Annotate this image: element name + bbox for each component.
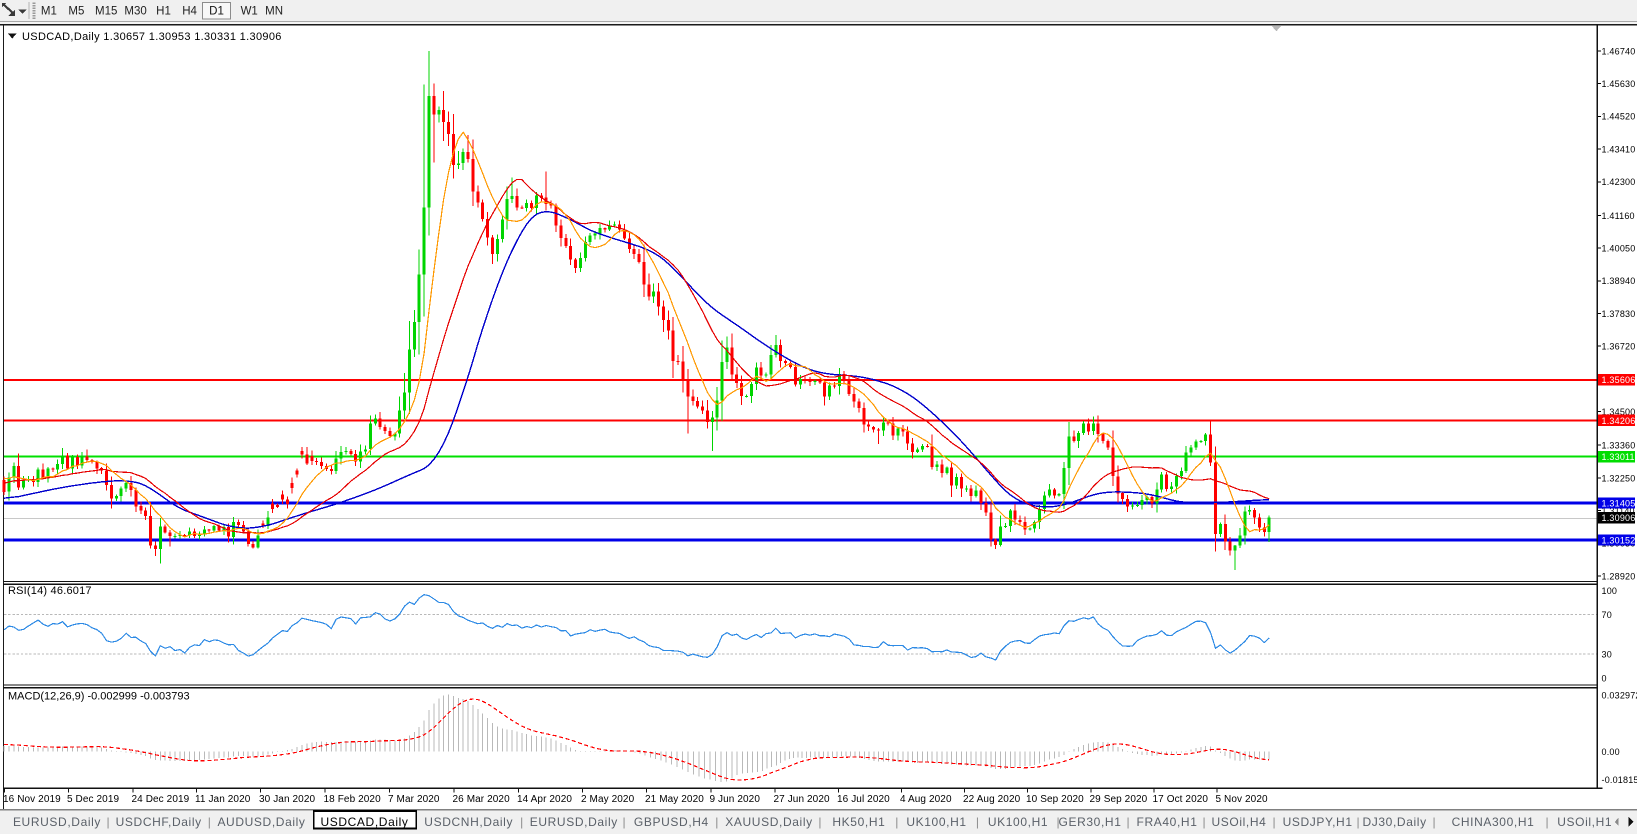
svg-text:|: | — [106, 815, 109, 829]
svg-text:M15: M15 — [95, 6, 117, 18]
svg-text:EURUSD,Daily: EURUSD,Daily — [13, 815, 101, 829]
svg-text:14 Apr 2020: 14 Apr 2020 — [517, 794, 572, 805]
svg-text:26 Mar 2020: 26 Mar 2020 — [453, 794, 511, 805]
svg-text:27 Jun 2020: 27 Jun 2020 — [774, 794, 830, 805]
svg-text:1.41160: 1.41160 — [1602, 211, 1635, 221]
svg-text:22 Aug 2020: 22 Aug 2020 — [963, 794, 1021, 805]
svg-text:|: | — [1202, 815, 1205, 829]
svg-text:H1: H1 — [156, 6, 171, 18]
svg-text:30 Jan 2020: 30 Jan 2020 — [259, 794, 315, 805]
svg-text:1.31405: 1.31405 — [1602, 498, 1636, 508]
svg-text:H4: H4 — [182, 6, 197, 18]
svg-text:1.30152: 1.30152 — [1602, 535, 1636, 545]
svg-text:UK100,H1: UK100,H1 — [988, 815, 1048, 829]
svg-text:1.38940: 1.38940 — [1602, 276, 1636, 286]
svg-text:CHINA300,H1: CHINA300,H1 — [1452, 815, 1535, 829]
svg-text:16 Nov 2019: 16 Nov 2019 — [3, 794, 61, 805]
svg-text:USOil,H1: USOil,H1 — [1557, 815, 1612, 829]
svg-text:|: | — [1272, 815, 1275, 829]
svg-text:1.33360: 1.33360 — [1602, 441, 1636, 451]
svg-text:1.33011: 1.33011 — [1602, 452, 1635, 462]
svg-text:RSI(14) 46.6017: RSI(14) 46.6017 — [8, 585, 92, 597]
svg-text:1.30906: 1.30906 — [1602, 513, 1636, 523]
svg-text:USDCNH,Daily: USDCNH,Daily — [424, 815, 513, 829]
svg-text:1.34500: 1.34500 — [1602, 407, 1636, 417]
svg-text:18 Feb 2020: 18 Feb 2020 — [324, 794, 382, 805]
svg-text:16 Jul 2020: 16 Jul 2020 — [837, 794, 890, 805]
svg-text:21 May 2020: 21 May 2020 — [645, 794, 704, 805]
svg-text:USDCHF,Daily: USDCHF,Daily — [116, 815, 202, 829]
svg-text:24 Dec 2019: 24 Dec 2019 — [132, 794, 190, 805]
svg-text:1.37830: 1.37830 — [1602, 309, 1636, 319]
svg-text:DJ30,Daily: DJ30,Daily — [1362, 815, 1426, 829]
svg-text:1.28920: 1.28920 — [1602, 572, 1636, 582]
svg-text:|: | — [208, 815, 211, 829]
svg-text:1.35606: 1.35606 — [1602, 375, 1636, 385]
svg-text:M5: M5 — [68, 6, 84, 18]
svg-text:XAUUSD,Daily: XAUUSD,Daily — [725, 815, 812, 829]
svg-text:EURUSD,Daily: EURUSD,Daily — [530, 815, 618, 829]
svg-text:HK50,H1: HK50,H1 — [832, 815, 885, 829]
svg-text:1.31140: 1.31140 — [1602, 506, 1635, 516]
svg-text:|: | — [1432, 815, 1435, 829]
svg-text:5 Dec 2019: 5 Dec 2019 — [67, 794, 119, 805]
svg-text:|: | — [622, 815, 625, 829]
svg-text:1.36720: 1.36720 — [1602, 342, 1636, 352]
svg-text:1.40050: 1.40050 — [1602, 244, 1636, 254]
svg-text:|: | — [818, 815, 821, 829]
svg-text:M1: M1 — [41, 6, 57, 18]
svg-text:W1: W1 — [241, 6, 258, 18]
svg-text:30: 30 — [1602, 650, 1612, 660]
svg-text:1.42300: 1.42300 — [1602, 177, 1636, 187]
svg-text:USDCAD,Daily 1.30657 1.30953: USDCAD,Daily 1.30657 1.30953 1.30331 1.3… — [22, 31, 282, 43]
svg-text:11 Jan 2020: 11 Jan 2020 — [195, 794, 251, 805]
svg-text:1.34206: 1.34206 — [1602, 416, 1636, 426]
svg-text:29 Sep 2020: 29 Sep 2020 — [1090, 794, 1148, 805]
svg-text:4 Aug 2020: 4 Aug 2020 — [900, 794, 952, 805]
svg-text:M30: M30 — [124, 6, 146, 18]
svg-text:UK100,H1: UK100,H1 — [906, 815, 966, 829]
svg-text:1.32250: 1.32250 — [1602, 473, 1636, 483]
svg-text:1.43410: 1.43410 — [1602, 145, 1636, 155]
svg-text:7 Mar 2020: 7 Mar 2020 — [388, 794, 440, 805]
svg-text:USDCAD,Daily: USDCAD,Daily — [320, 815, 408, 829]
svg-text:D1: D1 — [209, 6, 224, 18]
svg-text:1.44520: 1.44520 — [1602, 112, 1636, 122]
svg-text:5 Nov 2020: 5 Nov 2020 — [1216, 794, 1268, 805]
svg-text:0.00: 0.00 — [1602, 747, 1620, 757]
svg-text:USOil,H4: USOil,H4 — [1212, 815, 1267, 829]
svg-text:|: | — [1126, 815, 1129, 829]
svg-text:70: 70 — [1602, 610, 1612, 620]
svg-text:|: | — [1545, 815, 1548, 829]
svg-text:10 Sep 2020: 10 Sep 2020 — [1026, 794, 1084, 805]
svg-text:USDJPY,H1: USDJPY,H1 — [1283, 815, 1353, 829]
svg-text:|: | — [895, 815, 898, 829]
svg-text:MN: MN — [265, 6, 283, 18]
svg-text:MACD(12,26,9) -0.002999 -0.003: MACD(12,26,9) -0.002999 -0.003793 — [8, 691, 190, 703]
svg-text:GBPUSD,H4: GBPUSD,H4 — [634, 815, 709, 829]
svg-text:-0.018154: -0.018154 — [1602, 775, 1637, 785]
svg-text:2 May 2020: 2 May 2020 — [581, 794, 635, 805]
svg-text:|: | — [1356, 815, 1359, 829]
svg-text:1.46740: 1.46740 — [1602, 46, 1636, 56]
svg-text:FRA40,H1: FRA40,H1 — [1137, 815, 1198, 829]
svg-text:GER30,H1: GER30,H1 — [1059, 815, 1122, 829]
svg-text:|: | — [520, 815, 523, 829]
svg-text:1.45630: 1.45630 — [1602, 79, 1636, 89]
svg-text:100: 100 — [1602, 586, 1618, 596]
svg-text:17 Oct 2020: 17 Oct 2020 — [1153, 794, 1209, 805]
svg-text:AUDUSD,Daily: AUDUSD,Daily — [217, 815, 305, 829]
svg-text:|: | — [715, 815, 718, 829]
svg-text:|: | — [976, 815, 979, 829]
svg-text:0.032972: 0.032972 — [1602, 691, 1637, 701]
svg-text:0: 0 — [1602, 674, 1607, 684]
svg-text:9 Jun 2020: 9 Jun 2020 — [710, 794, 761, 805]
svg-text:|: | — [1056, 815, 1059, 829]
